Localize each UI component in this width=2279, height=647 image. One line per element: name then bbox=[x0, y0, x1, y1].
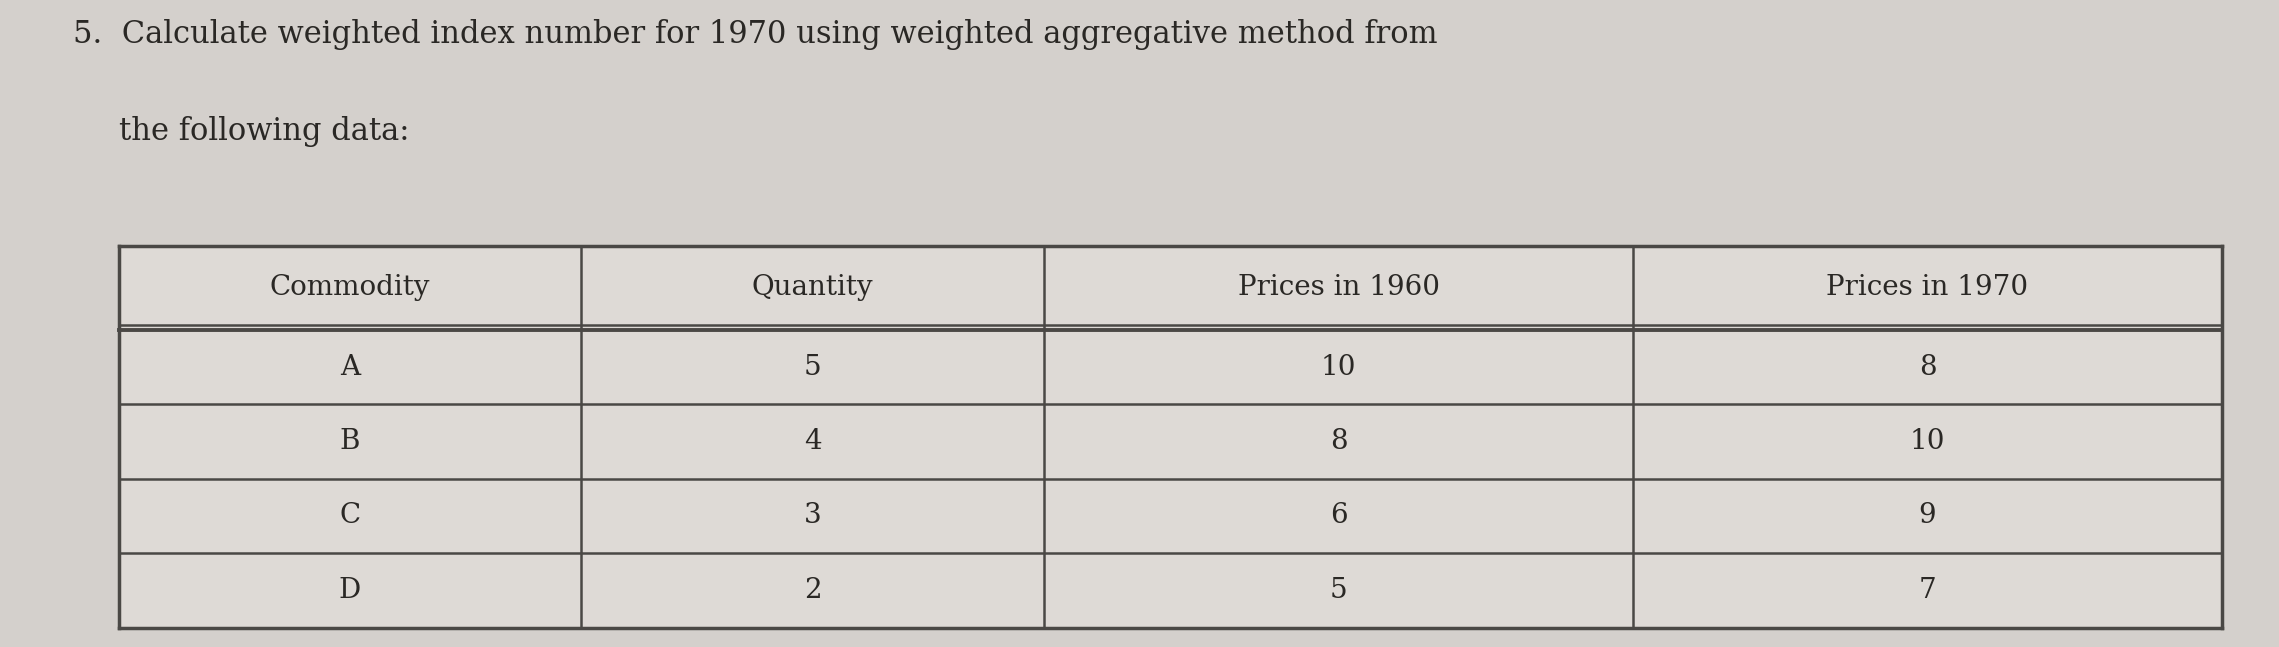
Text: 8: 8 bbox=[1329, 428, 1347, 455]
Text: 4: 4 bbox=[804, 428, 820, 455]
Text: 3: 3 bbox=[804, 503, 820, 529]
Text: 2: 2 bbox=[804, 577, 820, 604]
Text: Prices in 1970: Prices in 1970 bbox=[1825, 274, 2028, 302]
Text: the following data:: the following data: bbox=[119, 116, 408, 148]
Text: 6: 6 bbox=[1329, 503, 1347, 529]
Text: 5.  Calculate weighted index number for 1970 using weighted aggregative method f: 5. Calculate weighted index number for 1… bbox=[73, 19, 1438, 50]
Text: 8: 8 bbox=[1919, 353, 1937, 380]
Text: D: D bbox=[340, 577, 360, 604]
Text: 5: 5 bbox=[1329, 577, 1347, 604]
Text: C: C bbox=[340, 503, 360, 529]
Text: 7: 7 bbox=[1919, 577, 1937, 604]
Text: 9: 9 bbox=[1919, 503, 1937, 529]
Text: Prices in 1960: Prices in 1960 bbox=[1237, 274, 1440, 302]
Text: Quantity: Quantity bbox=[752, 274, 873, 302]
Text: 10: 10 bbox=[1910, 428, 1946, 455]
Text: 10: 10 bbox=[1322, 353, 1356, 380]
Text: 5: 5 bbox=[804, 353, 820, 380]
Text: B: B bbox=[340, 428, 360, 455]
Text: A: A bbox=[340, 353, 360, 380]
Text: Commodity: Commodity bbox=[269, 274, 431, 302]
